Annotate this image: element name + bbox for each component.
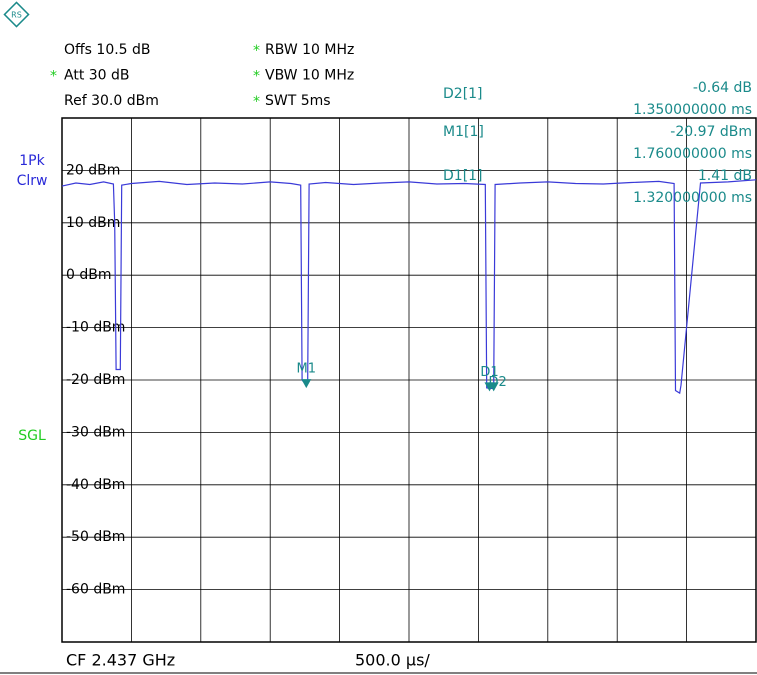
marker (301, 379, 312, 389)
readout-value: -20.97 dBm (670, 124, 752, 140)
span-per-division: 500.0 µs/ (355, 651, 430, 670)
svg-text:RS: RS (11, 11, 22, 20)
setting-flag: * (253, 94, 260, 110)
y-tick-label: 20 dBm (66, 162, 120, 178)
trace-label: Clrw (17, 173, 48, 189)
setting-flag: * (253, 69, 260, 85)
y-tick-label: 10 dBm (66, 215, 120, 231)
readout-time: 1.320000000 ms (633, 190, 752, 206)
logo: RS (3, 1, 30, 28)
y-tick-label: -40 dBm (66, 477, 125, 493)
y-tick-label: -60 dBm (66, 582, 125, 598)
readout-time: 1.760000000 ms (633, 146, 752, 162)
y-tick-label: 0 dBm (66, 267, 112, 283)
trace-label: 1Pk (19, 153, 45, 169)
readout-value: -0.64 dB (693, 80, 752, 96)
setting-flag: * (50, 69, 57, 85)
setting-flag: * (253, 43, 260, 59)
setting-text: VBW 10 MHz (265, 68, 354, 84)
setting-text: Offs 10.5 dB (64, 42, 151, 58)
center-frequency: CF 2.437 GHz (66, 651, 175, 670)
readout-label: M1[1] (443, 124, 484, 140)
y-tick-label: -10 dBm (66, 320, 125, 336)
y-tick-label: -50 dBm (66, 529, 125, 545)
trace (61, 179, 757, 395)
y-tick-label: -20 dBm (66, 372, 125, 388)
mode-label: SGL (18, 428, 46, 444)
readout-label: D1[1] (443, 168, 483, 184)
marker-label: D2 (489, 375, 507, 390)
marker-label: D1 (480, 365, 498, 380)
setting-text: SWT 5ms (265, 93, 331, 109)
readout-value: 1.41 dB (698, 168, 752, 184)
setting-text: Att 30 dB (64, 68, 130, 84)
readout-label: D2[1] (443, 86, 483, 102)
y-tick-label: -30 dBm (66, 424, 125, 440)
marker (488, 382, 499, 392)
marker-label: M1 (297, 362, 317, 377)
readout-time: 1.350000000 ms (633, 102, 752, 118)
setting-text: RBW 10 MHz (265, 42, 354, 58)
setting-text: Ref 30.0 dBm (64, 93, 159, 109)
